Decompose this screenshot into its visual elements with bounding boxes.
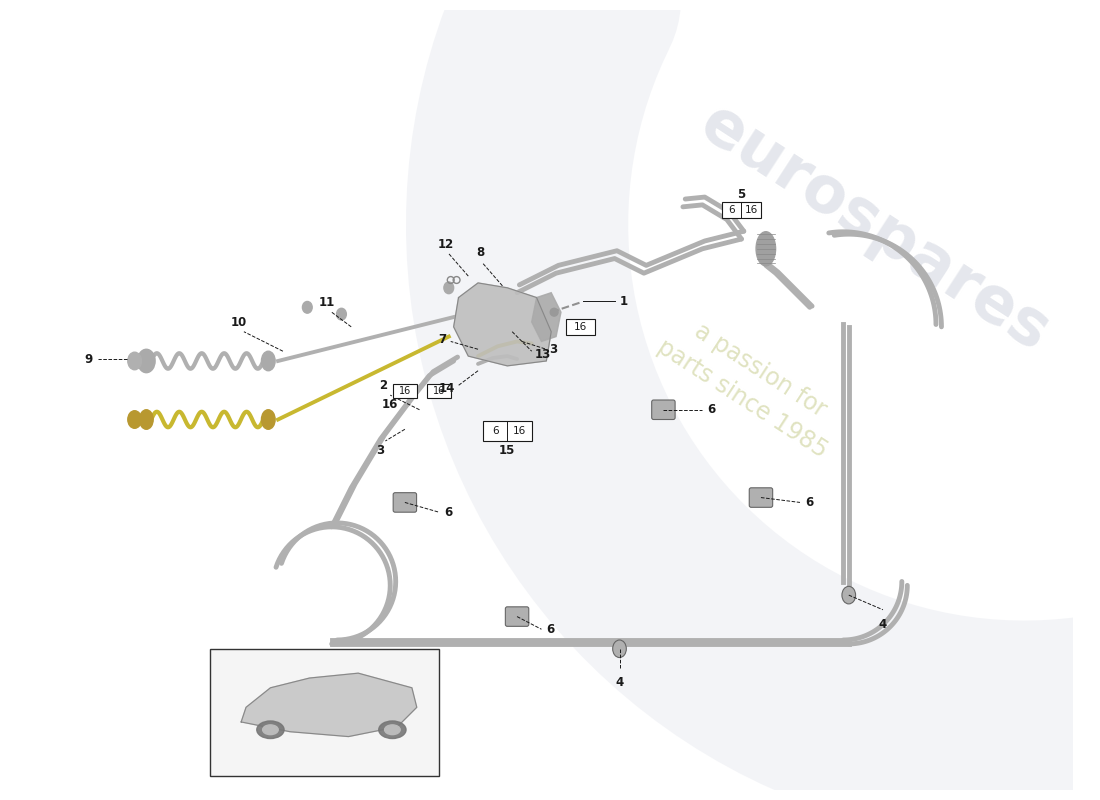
Text: 13: 13 [535,348,551,361]
Ellipse shape [138,350,155,373]
Bar [565,319,595,334]
Text: 11: 11 [319,296,334,310]
Text: 7: 7 [439,333,447,346]
FancyBboxPatch shape [749,488,772,507]
Text: 2: 2 [379,379,387,392]
Text: 16: 16 [574,322,587,332]
Text: 1: 1 [619,295,628,308]
FancyBboxPatch shape [393,493,417,512]
Text: 8: 8 [476,246,484,258]
Text: 16: 16 [745,205,758,214]
Text: 9: 9 [85,353,92,366]
Ellipse shape [262,410,275,430]
Ellipse shape [756,232,775,266]
Text: 5: 5 [737,188,746,201]
Ellipse shape [613,640,626,658]
Text: 6: 6 [728,205,735,214]
Polygon shape [241,673,417,737]
Text: 6: 6 [707,403,716,416]
Polygon shape [531,293,561,342]
Ellipse shape [140,410,153,430]
Ellipse shape [128,352,142,370]
Text: 4: 4 [879,618,887,630]
Text: 16: 16 [382,398,398,411]
Ellipse shape [842,586,856,604]
Text: 15: 15 [499,444,516,458]
Text: 6: 6 [444,506,452,518]
Text: 10: 10 [231,316,248,329]
Ellipse shape [256,721,284,738]
Text: 12: 12 [438,238,454,250]
Bar [427,384,451,398]
Ellipse shape [550,308,558,316]
Bar [722,202,761,218]
Ellipse shape [128,410,142,428]
Ellipse shape [337,308,346,320]
Ellipse shape [302,302,312,313]
Ellipse shape [385,725,400,734]
Text: a passion for
parts since 1985: a passion for parts since 1985 [652,306,849,462]
FancyBboxPatch shape [651,400,675,419]
Bar [210,649,439,776]
Bar [483,422,531,441]
Ellipse shape [378,721,406,738]
Text: 3: 3 [376,444,385,457]
FancyBboxPatch shape [505,607,529,626]
Ellipse shape [444,282,453,294]
Text: 14: 14 [438,382,454,394]
Text: 4: 4 [615,676,624,689]
Text: 6: 6 [805,496,813,509]
Bar [393,384,417,398]
Ellipse shape [263,725,278,734]
Text: 3: 3 [549,342,558,356]
Text: 16: 16 [513,426,526,436]
Ellipse shape [262,351,275,370]
Text: eurospares: eurospares [689,92,1060,364]
Text: 6: 6 [493,426,499,436]
Text: 6: 6 [547,622,554,636]
Polygon shape [453,283,551,366]
Text: 16: 16 [398,386,411,396]
Text: 16: 16 [433,386,446,396]
